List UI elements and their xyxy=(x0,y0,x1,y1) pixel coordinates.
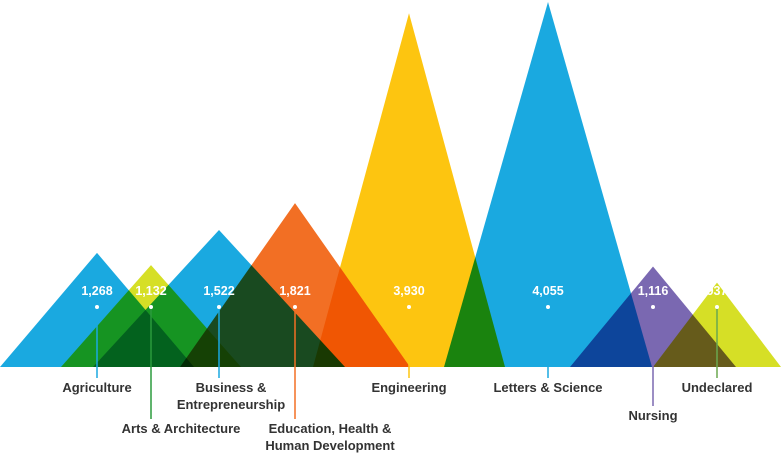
value-label-engineering: 3,930 xyxy=(393,284,424,298)
value-label-agriculture: 1,268 xyxy=(81,284,112,298)
value-label-arts-and-architecture: 1,132 xyxy=(135,284,166,298)
peaks-layer xyxy=(0,2,781,368)
leader-dot-engineering xyxy=(407,305,411,309)
leader-dot-business-and-entrepreneurship xyxy=(217,305,221,309)
leader-dot-undeclared xyxy=(715,305,719,309)
category-label-agriculture: Agriculture xyxy=(62,380,131,395)
category-label-engineering: Engineering xyxy=(371,380,446,395)
peak-letters-and-science xyxy=(444,2,652,367)
leader-dot-letters-and-science xyxy=(546,305,550,309)
value-label-nursing: 1,116 xyxy=(638,284,669,298)
value-label-undeclared: 937 xyxy=(707,284,728,298)
category-label-letters-and-science: Letters & Science xyxy=(493,380,602,395)
category-labels-layer: Agriculture Arts & Architecture Business &… xyxy=(62,380,752,453)
value-labels-layer: 1,268 1,132 1,522 1,821 3,930 4,055 1,116 937 xyxy=(81,284,727,298)
peak-engineering xyxy=(313,13,505,368)
category-label-undeclared: Undeclared xyxy=(682,380,753,395)
leader-dot-education-health-and-human-development xyxy=(293,305,297,309)
value-label-business-and-entrepreneurship: 1,522 xyxy=(203,284,234,298)
category-label-arts-and-architecture: Arts & Architecture xyxy=(122,421,241,436)
leader-dot-nursing xyxy=(651,305,655,309)
leader-dot-arts-and-architecture xyxy=(149,305,153,309)
value-label-letters-and-science: 4,055 xyxy=(532,284,563,298)
category-label-business-and-entrepreneurship: Business & Entrepreneurship xyxy=(177,380,285,412)
category-label-nursing: Nursing xyxy=(628,408,677,423)
leader-dot-agriculture xyxy=(95,305,99,309)
leader-lines-layer xyxy=(95,305,719,419)
category-label-education-health-and-human-development: Education, Health & Human Development xyxy=(265,421,395,453)
value-label-education-health-and-human-development: 1,821 xyxy=(279,284,310,298)
